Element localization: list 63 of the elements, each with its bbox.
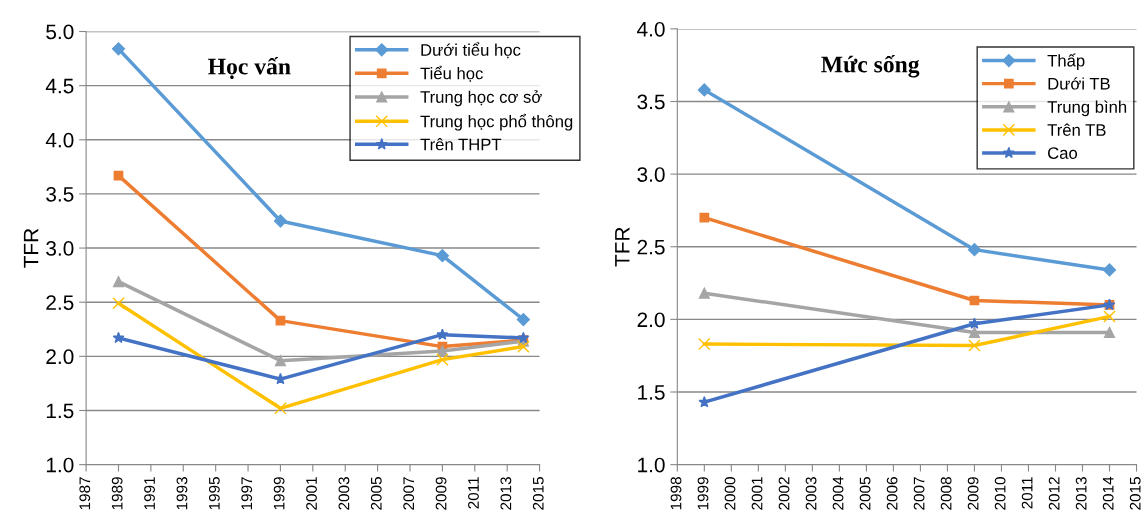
legend-label: Cao [1048,147,1078,159]
x-tick-label: 2007 [913,477,925,510]
text: Học vấn [208,57,291,79]
text: Mức sống [821,55,920,78]
legend-label: Trên THPT [420,138,502,151]
y-tick-label: 4.5 [45,78,74,94]
legend-label: Trung học cơ sở [420,90,542,107]
x-tick-label: 2007 [403,477,415,510]
x-tick-label: 2011 [1021,477,1033,509]
x-tick-label: 2011 [468,477,479,509]
x-tick-label: 2010 [994,477,1006,510]
y-axis-title: TFR [615,227,630,267]
x-tick-label: 2003 [338,477,350,510]
y-tick-label: 3.0 [46,241,74,256]
x-tick-label: 2015 [1129,477,1141,510]
x-tick-label: 2009 [435,477,447,510]
y-tick-label: 2.0 [637,312,665,328]
legend-label: Tiểu học [420,65,483,82]
y-tick-label: 1.5 [46,403,74,419]
y-tick-label: 1.5 [638,385,665,400]
x-tick-label: 1995 [208,477,220,510]
x-tick-label: 2005 [370,477,382,510]
y-tick-label: 5.0 [46,24,74,40]
legend-label: Dưới tiểu học [421,42,521,59]
x-tick-label: 2002 [778,477,790,510]
x-tick-label: 2005 [859,477,871,510]
x-tick-label: 2013 [500,477,512,510]
x-tick-label: 2004 [832,476,844,510]
legend-label: Thấp [1047,53,1085,70]
y-tick-label: 2.5 [637,239,665,255]
x-tick-label: 1993 [176,477,188,510]
x-tick-label: 2014 [1102,476,1114,510]
x-tick-label: 2008 [940,477,952,510]
y-axis-title: TFR [23,228,39,268]
legend-label: Trung học phổ thông [420,113,573,131]
x-tick-label: 1991 [144,477,155,510]
x-tick-label: 2012 [1048,477,1060,510]
y-tick-label: 1.0 [46,457,74,473]
legend-label: Trên TB [1047,123,1106,136]
y-tick-label: 1.0 [638,457,665,473]
x-tick-label: 1999 [273,477,285,510]
y-tick-label: 3.5 [46,186,74,202]
legend-label: Dưới TB [1048,77,1110,90]
x-tick-label: 1997 [241,477,253,510]
y-tick-label: 4.0 [637,21,665,37]
x-tick-label: 2000 [724,477,736,510]
legend-label: Trung bình [1047,100,1127,117]
x-tick-label: 2009 [967,477,979,510]
x-tick-label: 1987 [79,477,91,510]
y-tick-label: 3.5 [637,94,665,110]
y-tick-label: 2.0 [46,349,74,365]
y-tick-label: 2.5 [46,295,74,310]
x-tick-label: 1989 [111,477,123,510]
x-tick-label: 2015 [532,477,544,510]
y-tick-label: 3.0 [637,167,665,182]
x-tick-label: 1999 [697,477,709,510]
x-tick-label: 2013 [1075,477,1087,510]
x-tick-label: 2001 [306,477,317,510]
y-tick-label: 4.0 [45,132,74,148]
x-tick-label: 2006 [886,477,898,510]
x-tick-label: 1998 [670,477,682,510]
x-tick-label: 2003 [805,477,817,510]
x-tick-label: 2001 [751,477,763,510]
